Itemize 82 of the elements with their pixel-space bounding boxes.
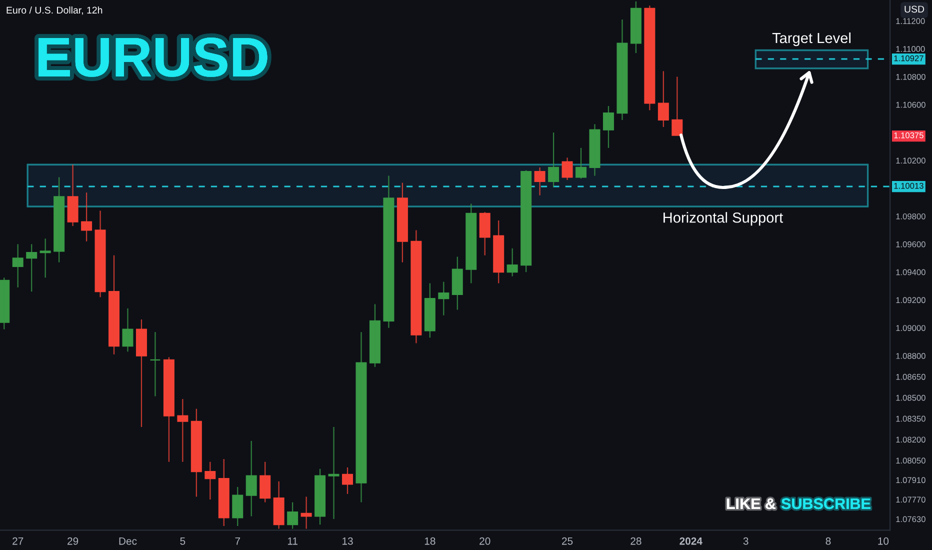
- annotation: SUBSCRIBE: [781, 498, 870, 510]
- candlestick: [424, 282, 436, 338]
- candlestick: [300, 496, 312, 530]
- candlestick: [40, 238, 51, 278]
- candlestick: [204, 461, 216, 500]
- candlestick: [26, 244, 38, 292]
- text: USD: [904, 6, 924, 13]
- candlestick: [218, 458, 230, 527]
- x-tick-label: 13: [342, 537, 353, 545]
- candlestick: [493, 220, 504, 284]
- band-label: Horizontal Support: [664, 212, 784, 226]
- candlestick: [273, 480, 284, 530]
- y-tick-label: 1.09800: [896, 213, 926, 220]
- candlestick: [12, 244, 24, 288]
- ref-line-label: 1.10013: [894, 182, 924, 189]
- y-tick-label: 1.09000: [896, 325, 926, 331]
- candlestick: [506, 248, 518, 277]
- candlestick: [658, 70, 669, 128]
- x-tick-label: 20: [480, 537, 490, 545]
- annotation: 1.10375: [894, 132, 924, 138]
- candlestick: [602, 105, 614, 148]
- candlestick: [452, 256, 463, 310]
- x-tick-label: 2024: [680, 537, 702, 545]
- y-tick-label: 1.11000: [896, 46, 925, 52]
- y-tick-label: 1.07770: [896, 496, 926, 503]
- y-tick-label: 1.08500: [896, 394, 926, 401]
- candlestick: [328, 426, 340, 520]
- candlestick: [81, 192, 92, 242]
- y-tick-label: 1.08800: [896, 352, 926, 359]
- y-tick-label: 1.07910: [896, 477, 926, 484]
- candlestick: [108, 254, 120, 355]
- x-tick-label: 7: [235, 538, 240, 545]
- y-tick-label: 1.09400: [896, 269, 926, 276]
- candlestick: [396, 182, 408, 263]
- candlestick: [369, 304, 380, 368]
- candlestick: [630, 0, 642, 54]
- ref-line-label: 1.10927: [894, 55, 924, 62]
- y-tick-label: 1.08350: [896, 416, 926, 422]
- x-tick-label: 8: [826, 537, 831, 545]
- y-tick-label: 1.10600: [896, 102, 926, 108]
- y-tick-label: 1.10200: [896, 158, 926, 164]
- x-tick-label: 10: [878, 537, 889, 545]
- candlestick: [177, 398, 188, 462]
- candlestick: [287, 502, 298, 530]
- candlestick: [54, 176, 65, 263]
- candlestick: [438, 281, 450, 316]
- y-tick-label: 1.08650: [896, 374, 926, 380]
- y-tick-label: 1.10800: [896, 74, 926, 80]
- x-tick-label: 27: [12, 537, 24, 545]
- candlestick: [136, 318, 147, 428]
- y-tick-label: 1.09200: [896, 297, 926, 304]
- candlestick: [314, 468, 326, 526]
- band-label: Target Level: [772, 32, 850, 46]
- annotation: LIKE &: [726, 498, 776, 510]
- text: EURUSD: [38, 38, 268, 77]
- y-tick-label: 1.07630: [896, 516, 926, 522]
- candlestick: [246, 440, 257, 517]
- candlestick: [190, 408, 202, 498]
- candlestick: [644, 5, 656, 111]
- candlestick: [150, 332, 161, 397]
- candlestick: [410, 230, 422, 344]
- x-tick-label: 3: [743, 537, 748, 545]
- candlestick: [576, 147, 587, 180]
- y-tick-label: 1.09600: [896, 241, 926, 248]
- x-tick-label: Dec: [119, 538, 137, 545]
- x-tick-label: 29: [68, 537, 78, 545]
- y-tick-label: 1.11200: [896, 18, 925, 24]
- x-tick-label: 28: [630, 537, 642, 545]
- candlestick: [163, 356, 174, 462]
- text: Euro / U.S. Dollar, 12h: [6, 6, 102, 15]
- x-tick-label: 25: [562, 537, 573, 545]
- y-tick-label: 1.08200: [896, 436, 926, 443]
- x-tick-label: 11: [288, 538, 298, 545]
- candlestick: [548, 132, 560, 188]
- candlestick: [479, 212, 490, 256]
- candlestick: [260, 461, 271, 503]
- x-tick-label: 18: [424, 537, 436, 545]
- candlestick: [520, 170, 532, 273]
- candlestick: [466, 203, 477, 284]
- x-tick-label: 5: [180, 538, 186, 545]
- candlestick: [232, 486, 244, 527]
- y-tick-label: 1.08050: [896, 458, 926, 464]
